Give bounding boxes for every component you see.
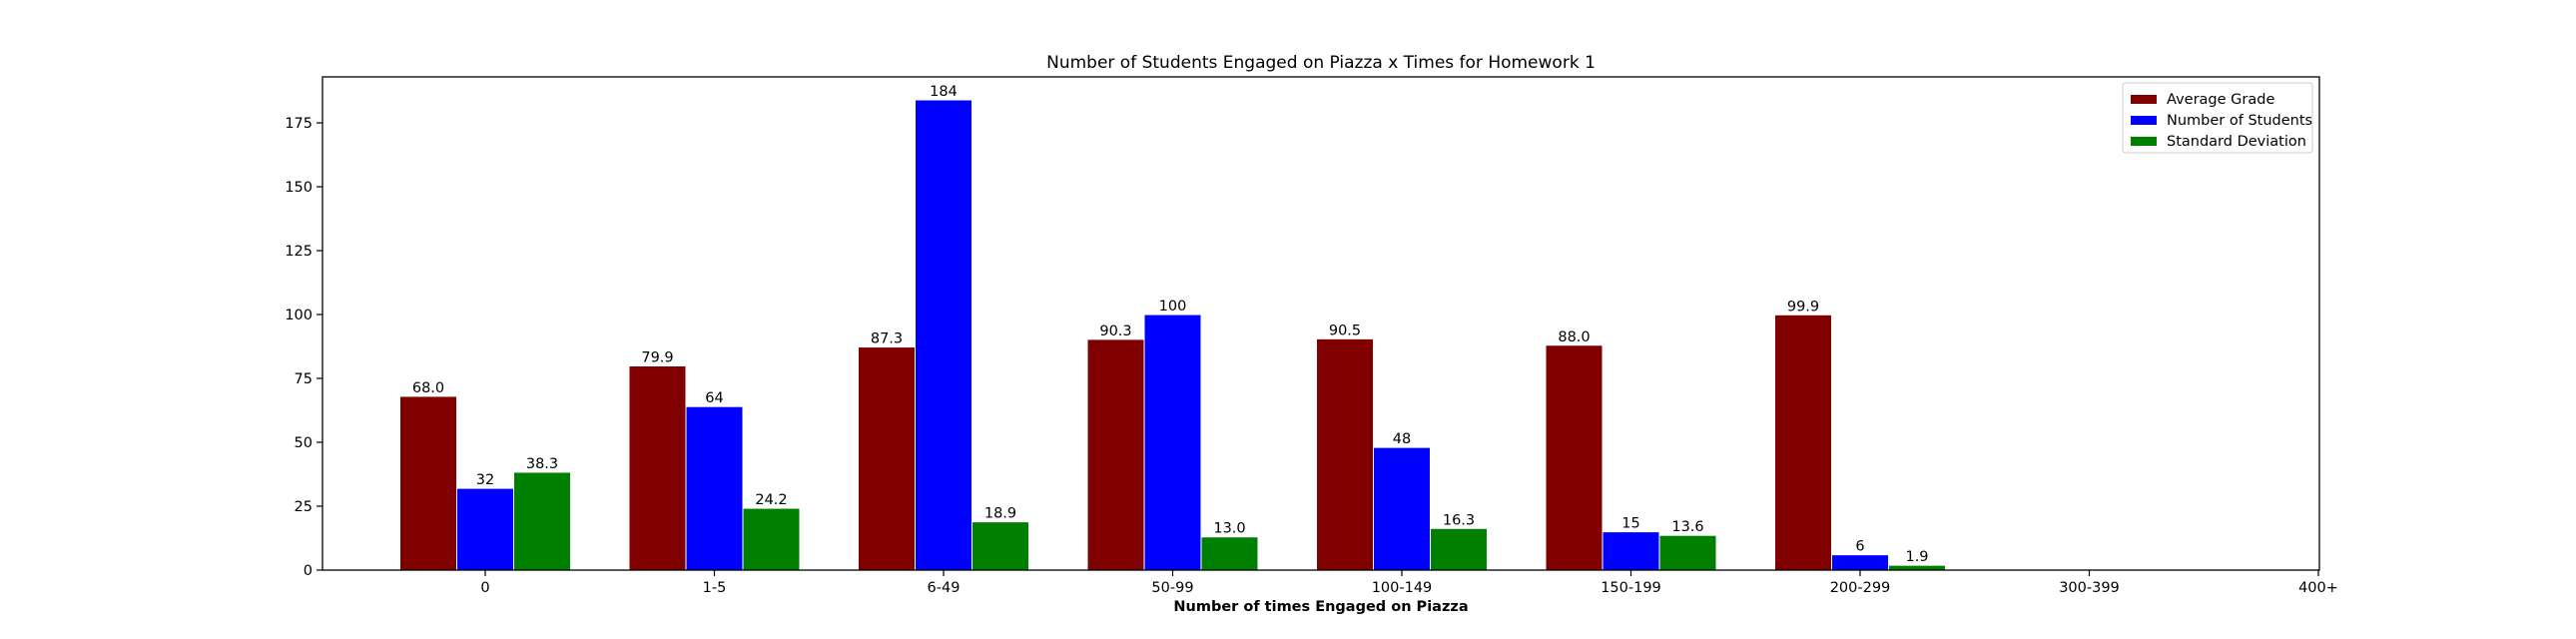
legend-label-standard-deviation: Standard Deviation bbox=[2167, 134, 2306, 150]
data-label-standard-deviation-200-299: 1.9 bbox=[1905, 549, 1928, 565]
data-label-average-grade-100-149: 90.5 bbox=[1329, 322, 1361, 338]
x-tick-label-50-99: 50-99 bbox=[1151, 580, 1193, 596]
y-tick-label: 25 bbox=[295, 499, 313, 515]
data-label-number-of-students-100-149: 48 bbox=[1393, 431, 1411, 447]
x-tick-label-0: 0 bbox=[480, 580, 489, 596]
data-label-standard-deviation-150-199: 13.6 bbox=[1671, 519, 1703, 535]
x-tick-label-100-149: 100-149 bbox=[1372, 580, 1433, 596]
legend-label-average-grade: Average Grade bbox=[2167, 92, 2274, 108]
bar-standard-deviation-0 bbox=[513, 471, 571, 571]
bar-average-grade-1-5 bbox=[628, 364, 687, 571]
x-tick-label-300-399: 300-399 bbox=[2059, 580, 2120, 596]
bar-average-grade-50-99 bbox=[1086, 338, 1145, 571]
data-label-standard-deviation-6-49: 18.9 bbox=[984, 506, 1016, 522]
x-axis-label: Number of times Engaged on Piazza bbox=[1173, 599, 1468, 615]
bar-number-of-students-100-149 bbox=[1373, 446, 1431, 571]
data-label-number-of-students-0: 32 bbox=[476, 472, 494, 488]
data-label-average-grade-6-49: 87.3 bbox=[871, 331, 903, 347]
y-tick-label: 150 bbox=[285, 180, 313, 196]
bar-standard-deviation-150-199 bbox=[1658, 534, 1717, 571]
legend-box bbox=[2122, 82, 2313, 154]
bar-average-grade-100-149 bbox=[1316, 337, 1374, 571]
data-label-standard-deviation-100-149: 16.3 bbox=[1443, 512, 1475, 528]
data-label-number-of-students-50-99: 100 bbox=[1159, 299, 1187, 315]
legend-swatch-number-of-students bbox=[2131, 116, 2157, 125]
bar-standard-deviation-200-299 bbox=[1888, 564, 1946, 571]
data-label-number-of-students-6-49: 184 bbox=[930, 84, 958, 100]
bar-number-of-students-0 bbox=[456, 487, 514, 571]
data-label-average-grade-1-5: 79.9 bbox=[641, 349, 673, 365]
bar-standard-deviation-50-99 bbox=[1200, 536, 1259, 571]
y-tick-label: 125 bbox=[285, 244, 313, 260]
data-label-number-of-students-1-5: 64 bbox=[705, 390, 723, 406]
chart-title: Number of Students Engaged on Piazza x T… bbox=[1046, 53, 1596, 73]
legend: Average Grade Number of Students Standard … bbox=[2122, 82, 2313, 154]
data-label-standard-deviation-50-99: 13.0 bbox=[1213, 521, 1245, 537]
plot-frame bbox=[322, 76, 2320, 571]
data-label-average-grade-150-199: 88.0 bbox=[1558, 329, 1590, 345]
bar-number-of-students-50-99 bbox=[1143, 314, 1202, 571]
data-label-average-grade-50-99: 90.3 bbox=[1099, 323, 1131, 339]
legend-swatch-average-grade bbox=[2131, 95, 2157, 104]
x-tick-label-6-49: 6-49 bbox=[928, 580, 961, 596]
y-tick-label: 50 bbox=[295, 435, 313, 451]
bar-average-grade-6-49 bbox=[858, 346, 916, 571]
data-label-number-of-students-200-299: 6 bbox=[1855, 539, 1864, 555]
bar-number-of-students-150-199 bbox=[1602, 531, 1660, 571]
data-label-average-grade-0: 68.0 bbox=[412, 380, 444, 396]
data-label-number-of-students-150-199: 15 bbox=[1621, 516, 1639, 532]
x-tick-label-400: 400+ bbox=[2298, 580, 2338, 596]
bar-number-of-students-6-49 bbox=[915, 99, 972, 571]
data-label-standard-deviation-0: 38.3 bbox=[526, 456, 558, 472]
bar-standard-deviation-1-5 bbox=[742, 507, 801, 571]
bar-average-grade-150-199 bbox=[1545, 344, 1604, 571]
data-label-average-grade-200-299: 99.9 bbox=[1787, 299, 1819, 315]
bar-number-of-students-1-5 bbox=[685, 405, 744, 571]
bar-average-grade-0 bbox=[399, 395, 457, 571]
bar-standard-deviation-6-49 bbox=[971, 521, 1029, 571]
x-tick-label-1-5: 1-5 bbox=[703, 580, 727, 596]
data-label-standard-deviation-1-5: 24.2 bbox=[755, 492, 787, 508]
y-tick-label: 175 bbox=[285, 116, 313, 132]
x-tick-label-150-199: 150-199 bbox=[1601, 580, 1661, 596]
bar-standard-deviation-100-149 bbox=[1430, 527, 1488, 571]
y-tick-label: 75 bbox=[295, 371, 313, 387]
y-tick-label: 0 bbox=[304, 563, 313, 579]
y-tick-label: 100 bbox=[285, 308, 313, 323]
legend-swatch-standard-deviation bbox=[2131, 137, 2157, 146]
legend-label-number-of-students: Number of Students bbox=[2167, 113, 2312, 129]
bar-average-grade-200-299 bbox=[1774, 314, 1832, 571]
bar-number-of-students-200-299 bbox=[1831, 554, 1889, 571]
x-tick-label-200-299: 200-299 bbox=[1830, 580, 1891, 596]
